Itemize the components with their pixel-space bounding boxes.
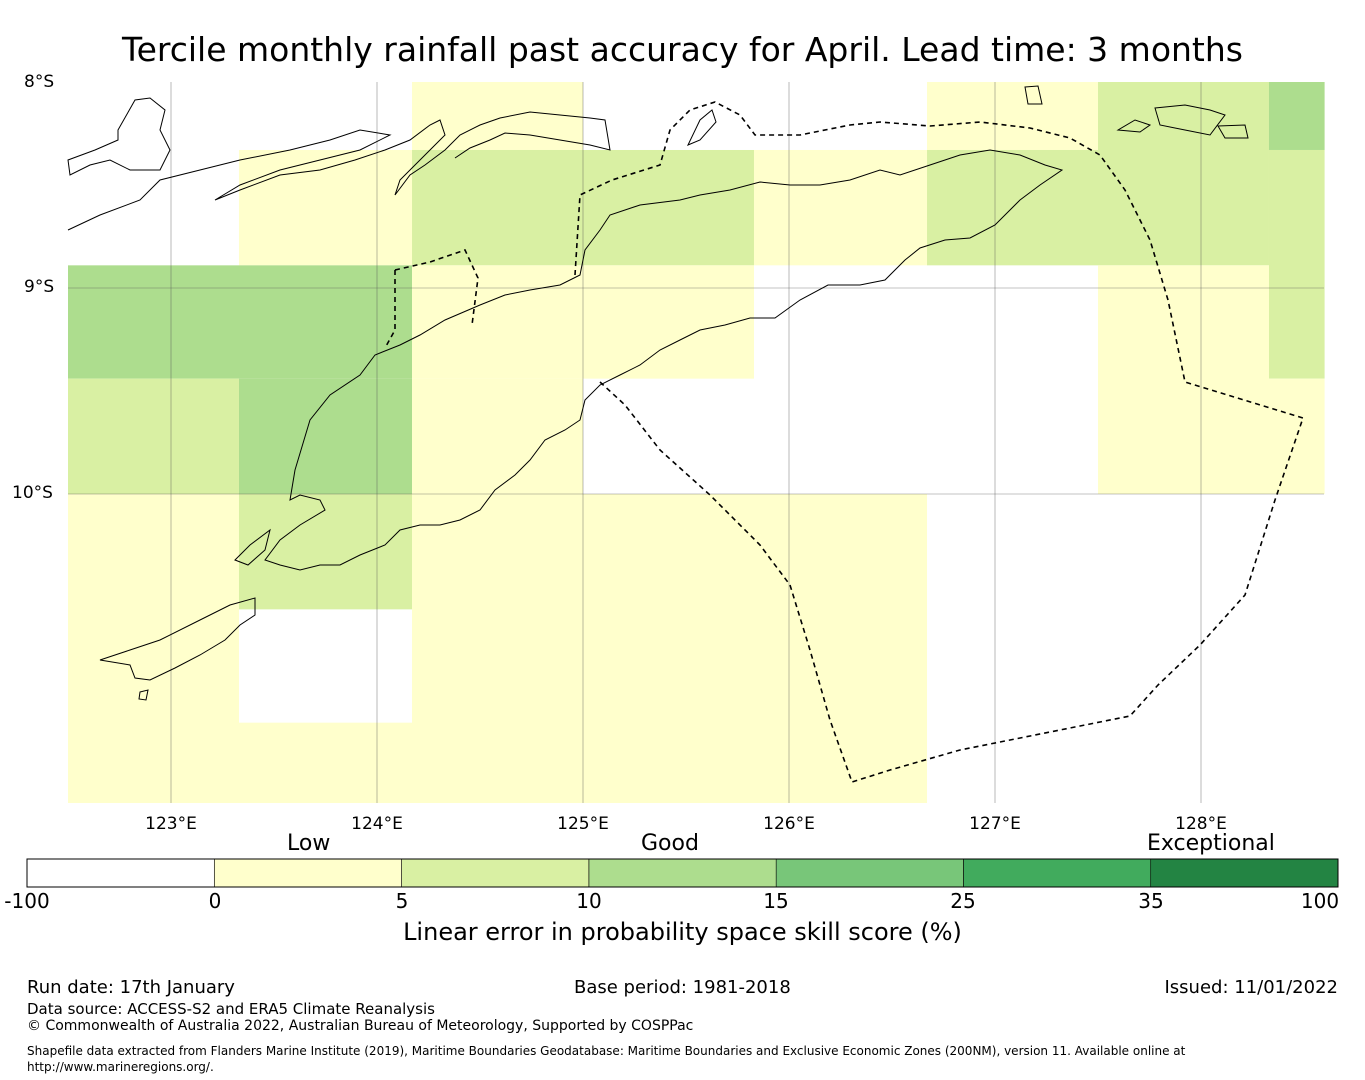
issued-date: Issued: 11/01/2022 xyxy=(1164,977,1338,998)
grid-cell-0-5 xyxy=(753,149,928,266)
grid-cell-5-10 xyxy=(238,494,413,610)
skill-grid-cells xyxy=(68,82,1325,803)
colorbar-segment xyxy=(213,858,402,888)
category-good: Good xyxy=(641,831,699,856)
base-period: Base period: 1981-2018 xyxy=(574,977,791,998)
copyright: © Commonwealth of Australia 2022, Austra… xyxy=(27,1018,694,1034)
category-exceptional: Exceptional xyxy=(1147,831,1275,856)
lat-label-8s: 8°S xyxy=(24,72,55,92)
coastline-island-ne-3 xyxy=(1217,124,1249,139)
lon-label-126e: 126°E xyxy=(763,814,815,834)
coastline-island-n xyxy=(1024,85,1043,105)
grid-cell-0-5 xyxy=(1268,378,1325,494)
graticule xyxy=(68,82,1324,803)
coastline-atauro xyxy=(686,109,717,146)
maritime-boundaries xyxy=(384,101,1305,783)
colorbar-segment xyxy=(588,858,777,888)
lat-label-9s: 9°S xyxy=(24,277,55,297)
data-source: Data source: ACCESS-S2 and ERA5 Climate … xyxy=(27,1000,435,1018)
colorbar-tick: 25 xyxy=(950,889,976,913)
grid-cell-0-5 xyxy=(238,149,413,266)
lat-label-10s: 10°S xyxy=(12,483,53,503)
colorbar-segment xyxy=(775,858,964,888)
coastline-rote xyxy=(99,597,256,681)
grid-cell-5-10 xyxy=(68,378,239,494)
colorbar-tick: 15 xyxy=(763,889,789,913)
grid-cell-0-5 xyxy=(68,494,239,803)
grid-cell-0-5 xyxy=(238,722,413,803)
grid-cell-5-10 xyxy=(1268,149,1325,379)
coastline-ndao xyxy=(138,689,149,701)
colorbar-segment xyxy=(26,858,215,888)
lon-label-123e: 123°E xyxy=(145,814,197,834)
colorbar-tick: -100 xyxy=(4,889,50,913)
grid-cell-0-5 xyxy=(927,82,1098,150)
coastline-island-ne-2 xyxy=(1154,104,1226,136)
category-low: Low xyxy=(287,831,331,856)
boundary-oecusse-west xyxy=(384,270,396,349)
grid-cell-10-15 xyxy=(238,378,413,494)
colorbar-segment xyxy=(401,858,590,888)
boundary-oecusse xyxy=(394,249,479,326)
coastline-island-nw xyxy=(67,97,171,176)
grid-cell-0-5 xyxy=(412,494,928,803)
grid-cell-10-15 xyxy=(1268,82,1325,150)
lon-label-128e: 128°E xyxy=(1175,814,1227,834)
colorbar-tick: 35 xyxy=(1138,889,1164,913)
grid-cell-0-5 xyxy=(412,378,583,494)
colorbar-tick: 5 xyxy=(395,889,409,913)
colorbar-label: Linear error in probability space skill … xyxy=(403,918,962,946)
lon-label-124e: 124°E xyxy=(351,814,403,834)
colorbar-tick: 10 xyxy=(576,889,602,913)
colorbar-segment xyxy=(1150,858,1339,888)
colorbar xyxy=(26,858,1339,888)
coastline-semau xyxy=(234,528,271,566)
lon-label-127e: 127°E xyxy=(969,814,1021,834)
shapefile-credit: Shapefile data extracted from Flanders M… xyxy=(27,1044,1186,1074)
grid-cell-0-5 xyxy=(1098,265,1269,494)
coastlines xyxy=(67,85,1249,701)
map-title: Tercile monthly rainfall past accuracy f… xyxy=(122,30,1243,69)
grid-cell-10-15 xyxy=(68,265,413,379)
colorbar-segment xyxy=(963,858,1152,888)
colorbar-tick: 100 xyxy=(1300,889,1340,913)
coastline-island-ne-1 xyxy=(1116,119,1152,133)
grid-cell-none xyxy=(68,149,239,266)
lon-label-125e: 125°E xyxy=(557,814,609,834)
grid-cell-5-10 xyxy=(1098,82,1269,266)
run-date: Run date: 17th January xyxy=(27,977,235,998)
coastline-north-islands xyxy=(67,111,611,231)
colorbar-tick: 0 xyxy=(208,889,222,913)
coastline-timor xyxy=(264,149,1064,571)
boundary-timor-leste-eez xyxy=(574,101,1305,783)
